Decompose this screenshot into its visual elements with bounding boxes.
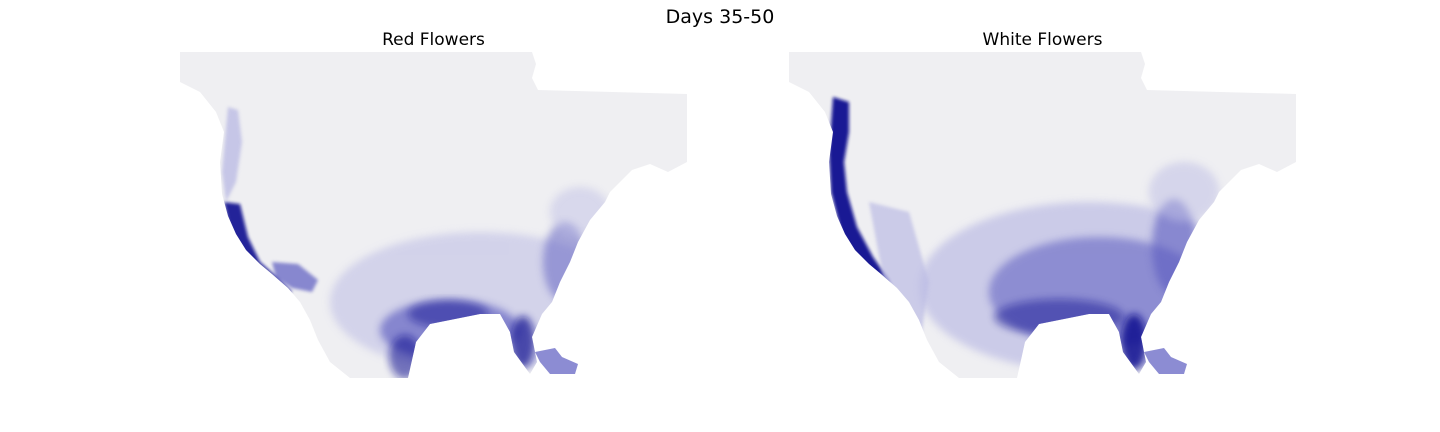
density-east-haze: [1149, 162, 1219, 222]
map-red-flowers: [180, 52, 687, 378]
density-florida: [1121, 314, 1147, 370]
land-area: [180, 52, 687, 378]
density-california-coast: [224, 202, 292, 297]
density-east-haze: [550, 187, 610, 237]
caribbean-islands: [1144, 348, 1187, 374]
density-texas: [389, 335, 421, 378]
panel-title-red-flowers: Red Flowers: [382, 30, 485, 50]
density-southwest: [272, 262, 318, 292]
density-southeast-haze: [330, 232, 630, 372]
density-florida: [511, 316, 535, 368]
caribbean-islands: [535, 348, 578, 374]
density-pacific-northwest: [222, 107, 242, 202]
map-white-flowers: [789, 52, 1296, 378]
density-gulf-coast-core: [408, 300, 488, 328]
panel-title-white-flowers: White Flowers: [982, 30, 1103, 50]
figure-title: Days 35-50: [665, 6, 775, 28]
density-gulf-coast: [994, 299, 1124, 335]
